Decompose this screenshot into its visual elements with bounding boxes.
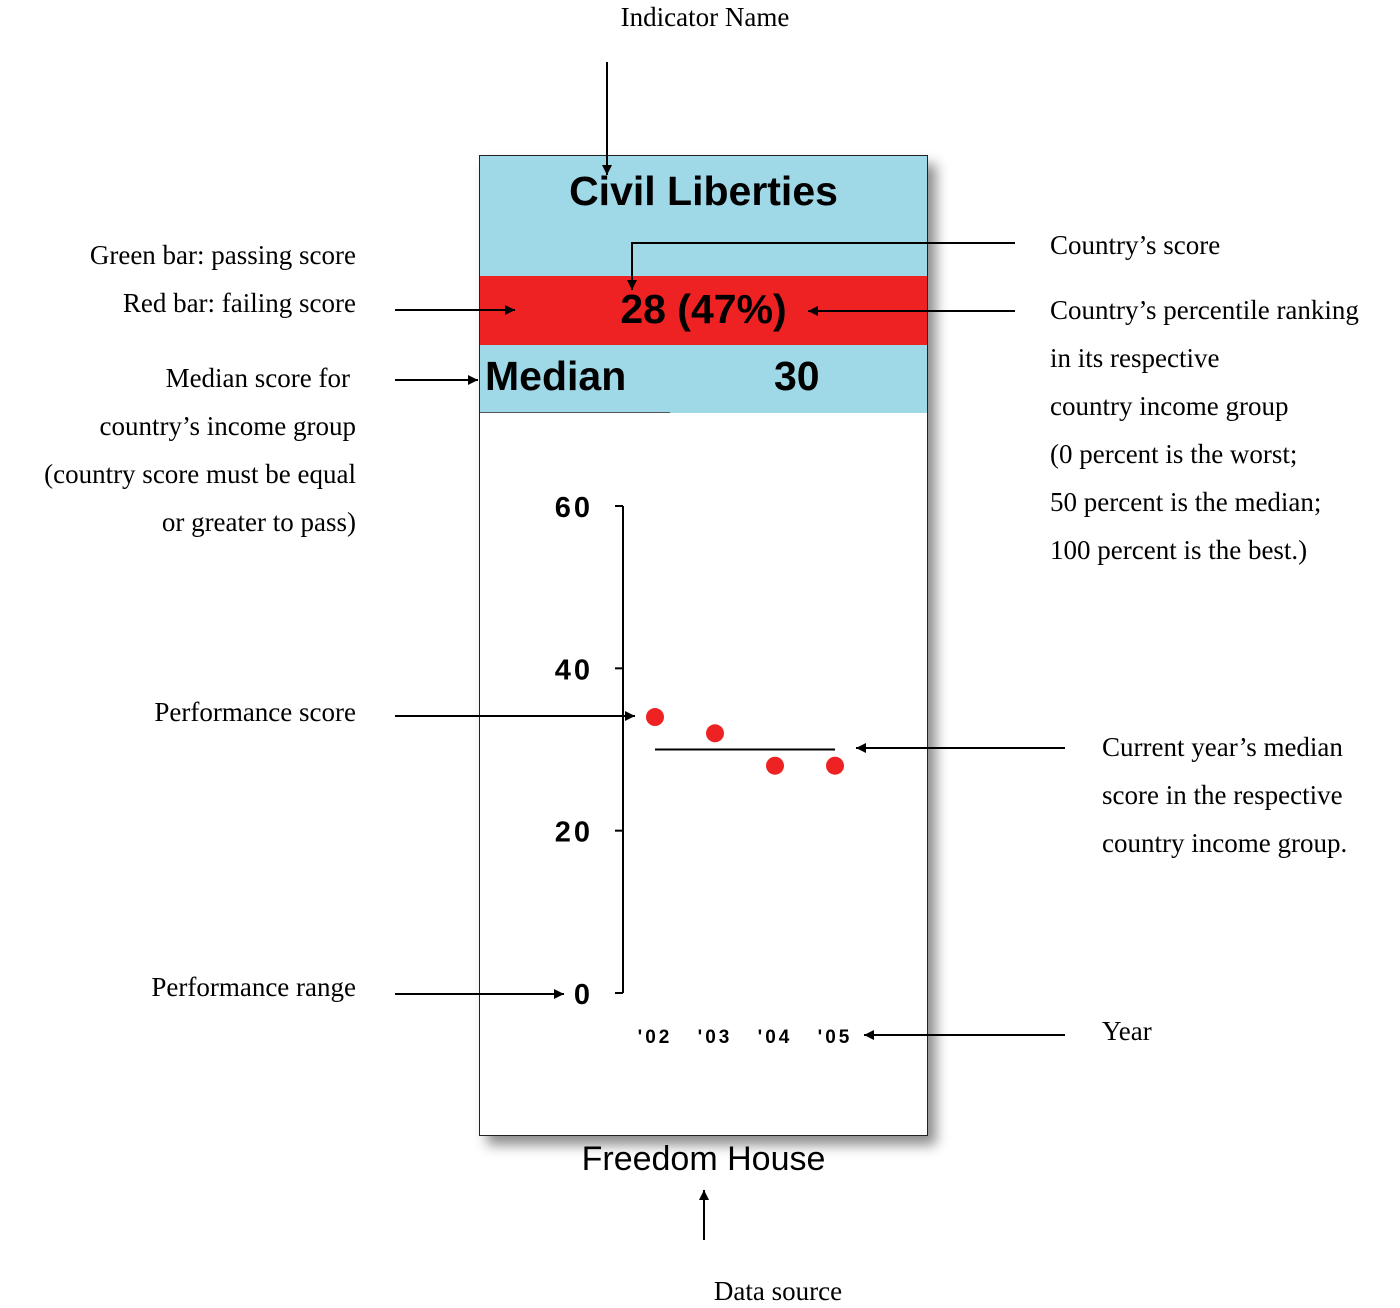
median-note-line-1: Median score for [165,363,350,393]
median-note-line-2: country’s income group [99,411,356,441]
x-tick-label: '02 [638,1027,673,1048]
country-score-label: Country’s score [1050,230,1221,260]
median-note-line-4: or greater to pass) [161,507,356,537]
current-median-note-line-3: country income group. [1102,828,1348,858]
performance-chart: 60 40 20 0 '02 '03 '04 '05 [555,492,853,1048]
y-tick-label: 40 [555,654,593,686]
percentile-note-line-3: country income group [1050,391,1289,421]
score-point [706,724,724,743]
score-band: 28 (47%) [480,276,927,345]
score-point [646,708,664,727]
score-point [766,756,784,775]
year-label: Year [1102,1016,1152,1046]
x-tick-label: '03 [698,1027,733,1048]
indicator-card: Civil Liberties 28 (47%) Median 30 [479,155,928,1136]
percentile-note-line-5: 50 percent is the median; [1050,487,1322,517]
annotation-arrows [395,62,1065,1240]
median-note-line-3: (country score must be equal [44,459,356,489]
percentile-note-line-2: in its respective [1050,343,1220,373]
median-band-underline [480,412,670,413]
y-tick-label: 20 [555,817,593,849]
x-tick-label: '05 [818,1027,853,1048]
current-median-note-line-1: Current year’s median [1102,732,1343,762]
indicator-name-label: Indicator Name [620,2,790,32]
indicator-title: Civil Liberties [569,168,838,214]
performance-score-label: Performance score [154,697,356,727]
title-band: Civil Liberties [480,156,927,276]
median-label: Median [485,353,627,399]
y-tick-label: 60 [555,492,593,524]
bar-legend-green: Green bar: passing score [89,240,356,270]
data-source-name: Freedom House [581,1140,826,1178]
bar-legend-red: Red bar: failing score [122,288,356,318]
score-point [826,756,844,775]
y-tick-label: 0 [574,979,593,1011]
median-band: Median 30 [480,345,927,413]
performance-range-label: Performance range [151,972,356,1002]
x-tick-label: '04 [758,1027,793,1048]
current-median-note-line-2: score in the respective [1102,780,1343,810]
percentile-note-line-6: 100 percent is the best.) [1050,535,1308,565]
median-value: 30 [774,353,820,399]
country-score-arrow [627,242,1015,290]
country-score: 28 (47%) [620,286,787,332]
percentile-note-line-4: (0 percent is the worst; [1050,439,1298,469]
data-source-label: Data source [713,1276,843,1306]
percentile-note-line-1: Country’s percentile ranking [1050,295,1359,325]
